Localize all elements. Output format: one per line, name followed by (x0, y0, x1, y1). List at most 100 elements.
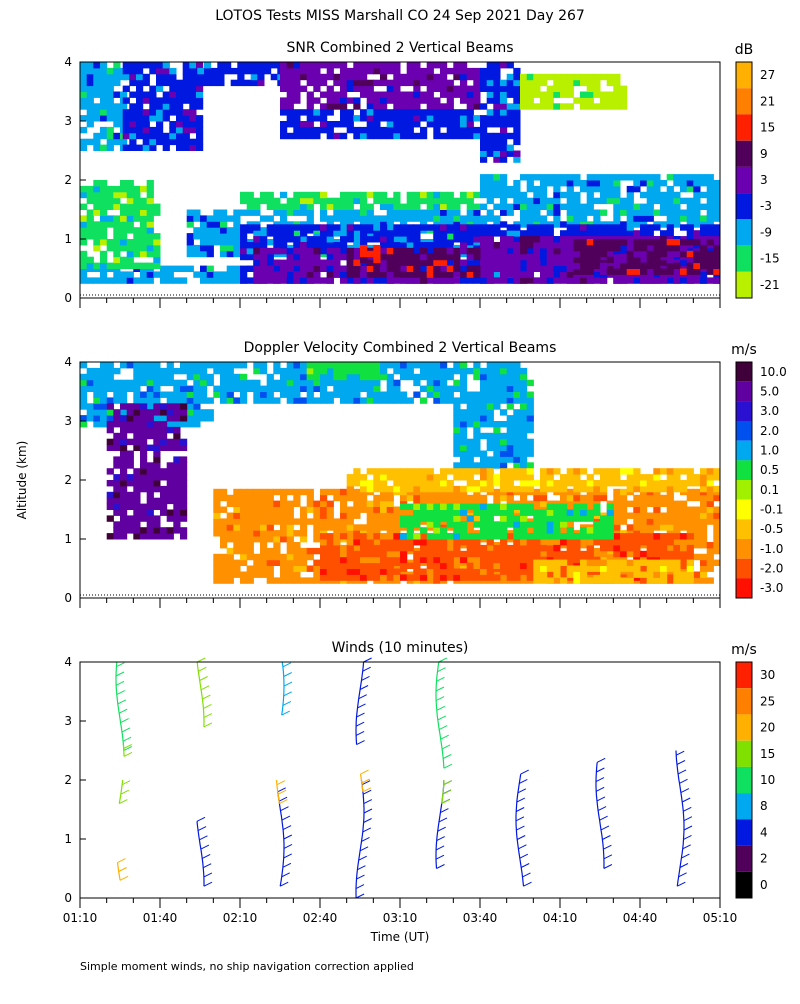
heatmap-cell (220, 542, 227, 548)
heatmap-cell (427, 215, 434, 221)
colorbar-swatch (736, 167, 752, 193)
heatmap-cell (156, 74, 163, 80)
heatmap-cell (287, 224, 294, 230)
heatmap-cell (533, 501, 540, 507)
heatmap-cell (493, 242, 500, 248)
heatmap-cell (420, 198, 427, 204)
heatmap-cell (147, 510, 154, 516)
heatmap-cell (280, 501, 287, 507)
heatmap-cell (487, 186, 494, 192)
heatmap-cell (480, 180, 487, 186)
heatmap-cell (93, 415, 100, 421)
heatmap-cell (347, 74, 354, 80)
heatmap-cell (713, 257, 720, 263)
heatmap-cell (507, 266, 514, 272)
heatmap-cell (393, 507, 400, 513)
heatmap-cell (333, 533, 340, 539)
heatmap-cell (227, 368, 234, 374)
heatmap-cell (333, 248, 340, 254)
heatmap-cell (293, 204, 300, 210)
heatmap-cell (140, 456, 147, 462)
heatmap-cell (427, 468, 434, 474)
heatmap-cell (353, 198, 360, 204)
heatmap-cell (693, 480, 700, 486)
heatmap-cell (143, 62, 150, 68)
heatmap-cell (280, 248, 287, 254)
heatmap-cell (233, 271, 240, 277)
heatmap-cell (467, 409, 474, 415)
heatmap-cell (340, 524, 347, 530)
heatmap-cell (233, 374, 240, 380)
heatmap-cell (513, 445, 520, 451)
heatmap-cell (153, 504, 160, 510)
heatmap-cell (433, 74, 440, 80)
heatmap-cell (667, 215, 674, 221)
heatmap-cell (347, 248, 354, 254)
heatmap-cell (224, 62, 231, 68)
heatmap-cell (280, 68, 287, 74)
heatmap-cell (169, 68, 176, 74)
heatmap-cell (180, 277, 187, 283)
heatmap-cell (127, 427, 134, 433)
heatmap-cell (253, 392, 260, 398)
heatmap-cell (140, 504, 147, 510)
heatmap-cell (393, 215, 400, 221)
heatmap-cell (307, 566, 314, 572)
y-tick-label: 2 (64, 173, 72, 187)
heatmap-cell (120, 445, 127, 451)
heatmap-cell (173, 368, 180, 374)
heatmap-cell (420, 80, 427, 86)
heatmap-cell (420, 133, 427, 139)
heatmap-cell (587, 257, 594, 263)
heatmap-cell (453, 560, 460, 566)
heatmap-cell (467, 254, 474, 260)
heatmap-cell (547, 277, 554, 283)
heatmap-cell (133, 510, 140, 516)
heatmap-cell (353, 551, 360, 557)
heatmap-cell (467, 468, 474, 474)
heatmap-cell (320, 266, 327, 272)
heatmap-cell (173, 445, 180, 451)
heatmap-cell (143, 115, 150, 121)
heatmap-cell (176, 127, 183, 133)
heatmap-cell (387, 539, 394, 545)
heatmap-cell (80, 374, 87, 380)
heatmap-cell (473, 374, 480, 380)
heatmap-cell (347, 115, 354, 121)
heatmap-cell (327, 574, 334, 580)
heatmap-cell (393, 551, 400, 557)
heatmap-cell (287, 92, 294, 98)
heatmap-cell (120, 397, 127, 403)
heatmap-cell (320, 362, 327, 368)
heatmap-cell (233, 507, 240, 513)
heatmap-cell (287, 103, 294, 109)
heatmap-cell (413, 230, 420, 236)
heatmap-cell (173, 433, 180, 439)
heatmap-cell (460, 271, 467, 277)
heatmap-cell (487, 68, 494, 74)
heatmap-cell (387, 86, 394, 92)
heatmap-cell (500, 433, 507, 439)
heatmap-cell (620, 513, 627, 519)
heatmap-cell (136, 97, 143, 103)
heatmap-cell (360, 386, 367, 392)
heatmap-cell (707, 548, 714, 554)
heatmap-cell (87, 139, 94, 145)
heatmap-cell (140, 421, 147, 427)
heatmap-cell (320, 198, 327, 204)
heatmap-cell (573, 74, 580, 80)
heatmap-cell (233, 518, 240, 524)
heatmap-cell (353, 397, 360, 403)
heatmap-cell (640, 210, 647, 216)
heatmap-cell (280, 121, 287, 127)
heatmap-cell (187, 421, 194, 427)
heatmap-cell (660, 524, 667, 530)
heatmap-cell (607, 239, 614, 245)
heatmap-cell (273, 513, 280, 519)
heatmap-cell (673, 277, 680, 283)
heatmap-cell (80, 192, 87, 198)
heatmap-cell (93, 233, 100, 239)
heatmap-cell (600, 224, 607, 230)
heatmap-cell (340, 227, 347, 233)
heatmap-cell (247, 554, 254, 560)
